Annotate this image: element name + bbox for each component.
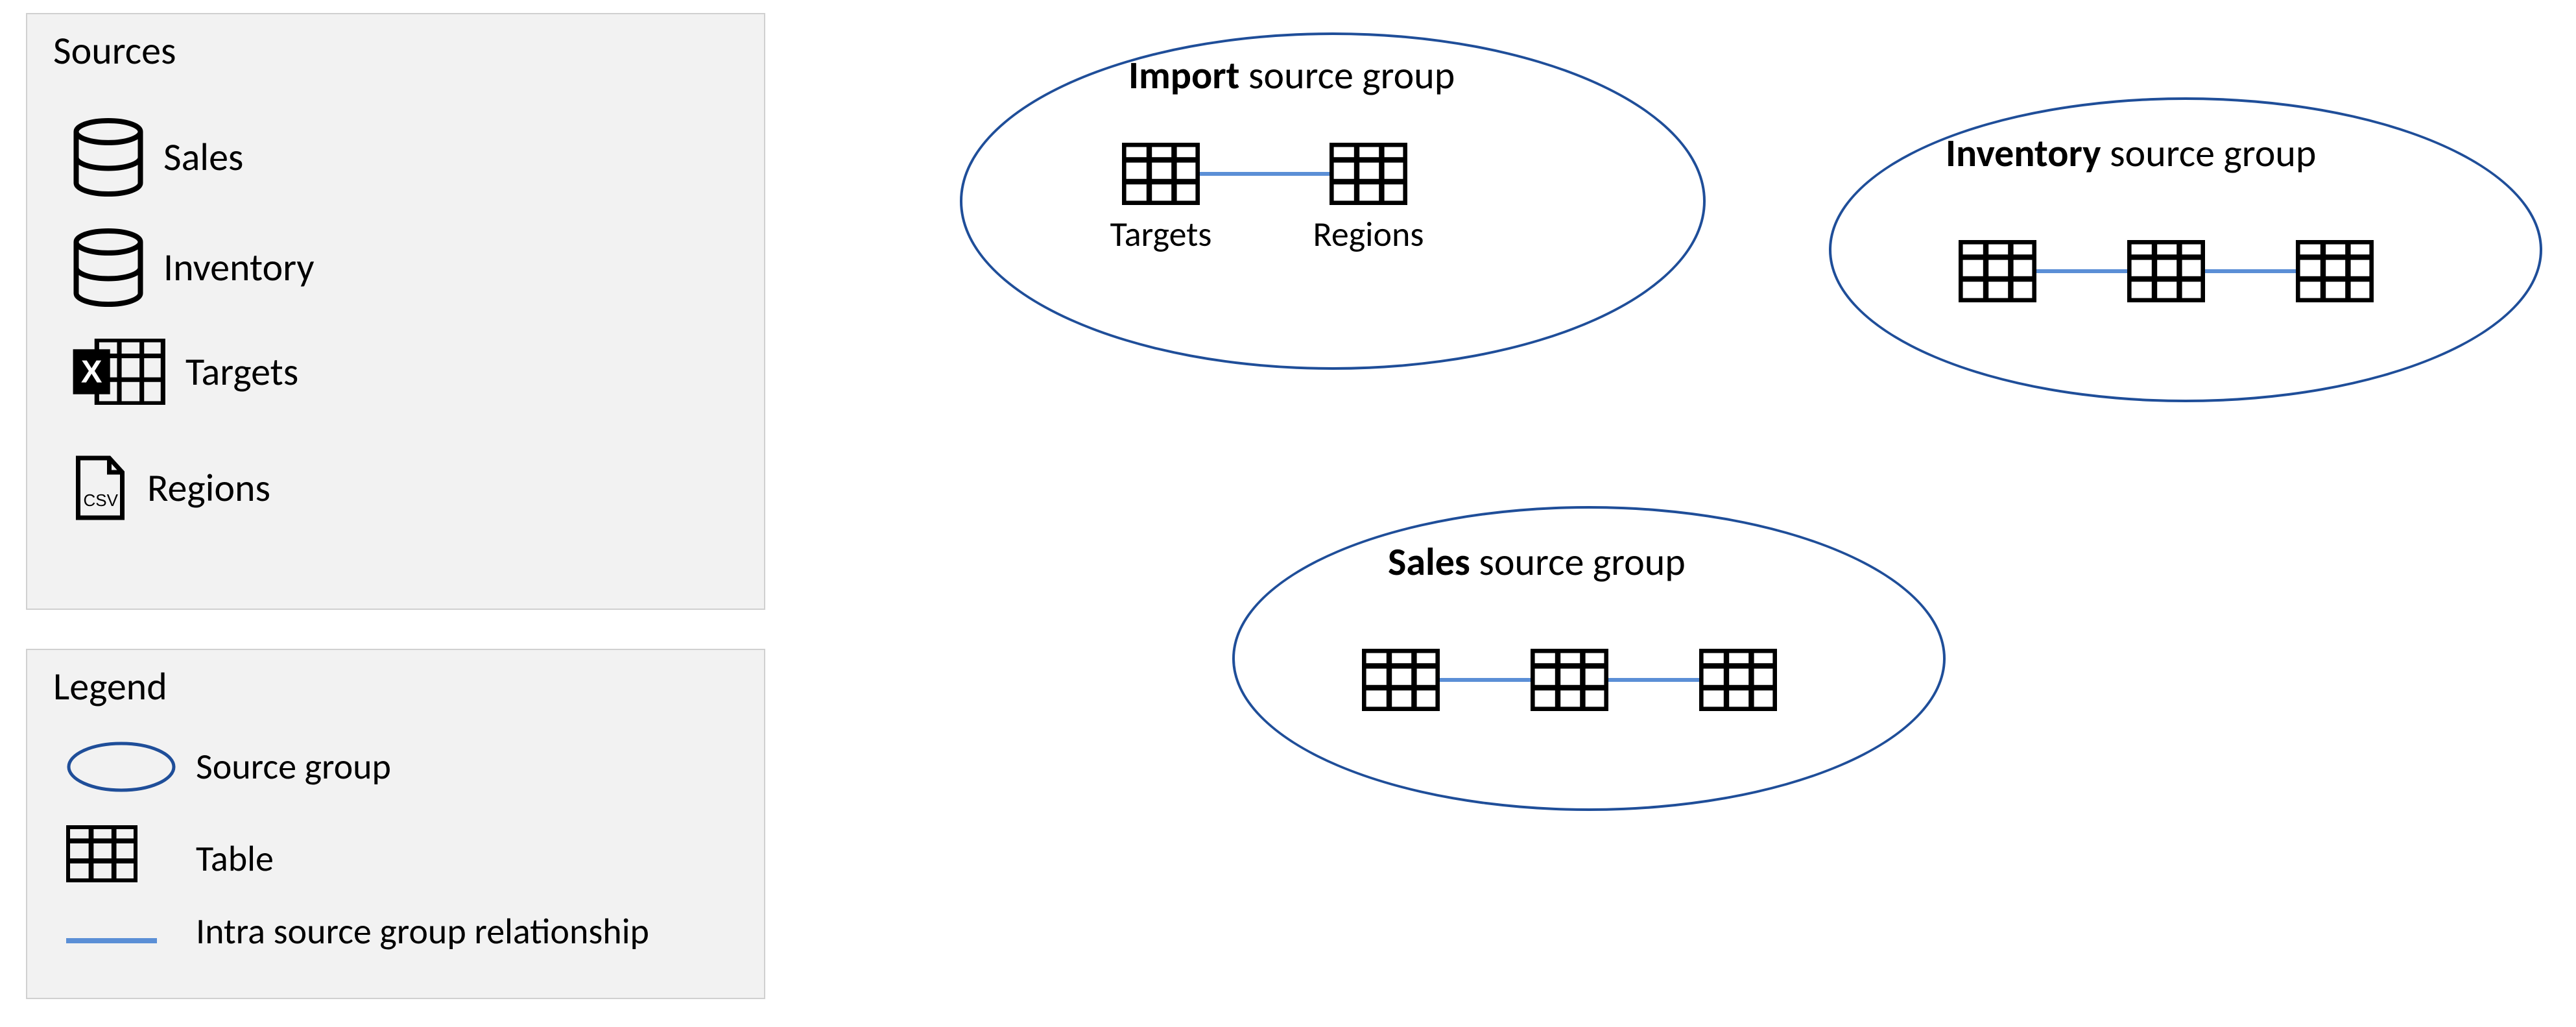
svg-text:X: X: [81, 354, 102, 389]
tables-row: [1959, 240, 2374, 302]
source-item-targets: X Targets: [73, 339, 298, 405]
table-icon: [1362, 649, 1440, 711]
legend-label: Intra source group relationship: [196, 910, 649, 954]
source-group-title: Import source group: [1128, 52, 1455, 99]
legend-label: Table: [196, 837, 274, 881]
source-group-title: Sales source group: [1388, 538, 1686, 586]
svg-text:CSV: CSV: [84, 490, 119, 510]
diagram-canvas: Sources Sales Inventory X Targets: [0, 0, 2576, 1027]
source-item-label: Inventory: [163, 244, 315, 291]
relationship-connector: [2205, 269, 2296, 273]
tables-row: [1362, 649, 1777, 711]
legend-row-source-group: Source group: [66, 741, 391, 793]
sources-panel: Sources Sales Inventory X Targets: [26, 13, 765, 610]
table-icon: [2296, 240, 2374, 302]
tables-row: Targets Regions: [1122, 143, 1407, 205]
relationship-connector: [1608, 678, 1699, 682]
source-item-regions: CSV Regions: [73, 455, 270, 520]
table-icon: [66, 825, 176, 893]
table-icon: [1959, 240, 2036, 302]
sources-panel-title: Sources: [53, 27, 176, 75]
source-item-label: Sales: [163, 134, 243, 181]
table-icon: Targets: [1122, 143, 1200, 205]
connector-icon: [66, 910, 176, 954]
source-item-sales: Sales: [73, 118, 243, 197]
table-icon: [2127, 240, 2205, 302]
legend-panel: Legend Source group Table Intra source g…: [26, 649, 765, 999]
table-icon: [1531, 649, 1608, 711]
legend-row-relationship: Intra source group relationship: [66, 910, 649, 954]
table-icon: Regions: [1330, 143, 1407, 205]
table-icon: [1699, 649, 1777, 711]
legend-panel-title: Legend: [53, 663, 167, 710]
legend-label: Source group: [196, 745, 391, 789]
csv-icon: CSV: [73, 455, 128, 520]
relationship-connector: [1200, 172, 1330, 176]
source-item-inventory: Inventory: [73, 228, 315, 307]
database-icon: [73, 228, 144, 307]
legend-row-table: Table: [66, 825, 274, 893]
table-label: Targets: [1110, 213, 1212, 256]
relationship-connector: [2036, 269, 2127, 273]
ellipse-icon: [66, 741, 176, 793]
source-item-label: Regions: [147, 465, 270, 512]
relationship-connector: [1440, 678, 1531, 682]
database-icon: [73, 118, 144, 197]
excel-icon: X: [73, 339, 166, 405]
source-item-label: Targets: [185, 348, 298, 396]
source-group-title: Inventory source group: [1946, 130, 2316, 177]
table-label: Regions: [1313, 213, 1424, 256]
